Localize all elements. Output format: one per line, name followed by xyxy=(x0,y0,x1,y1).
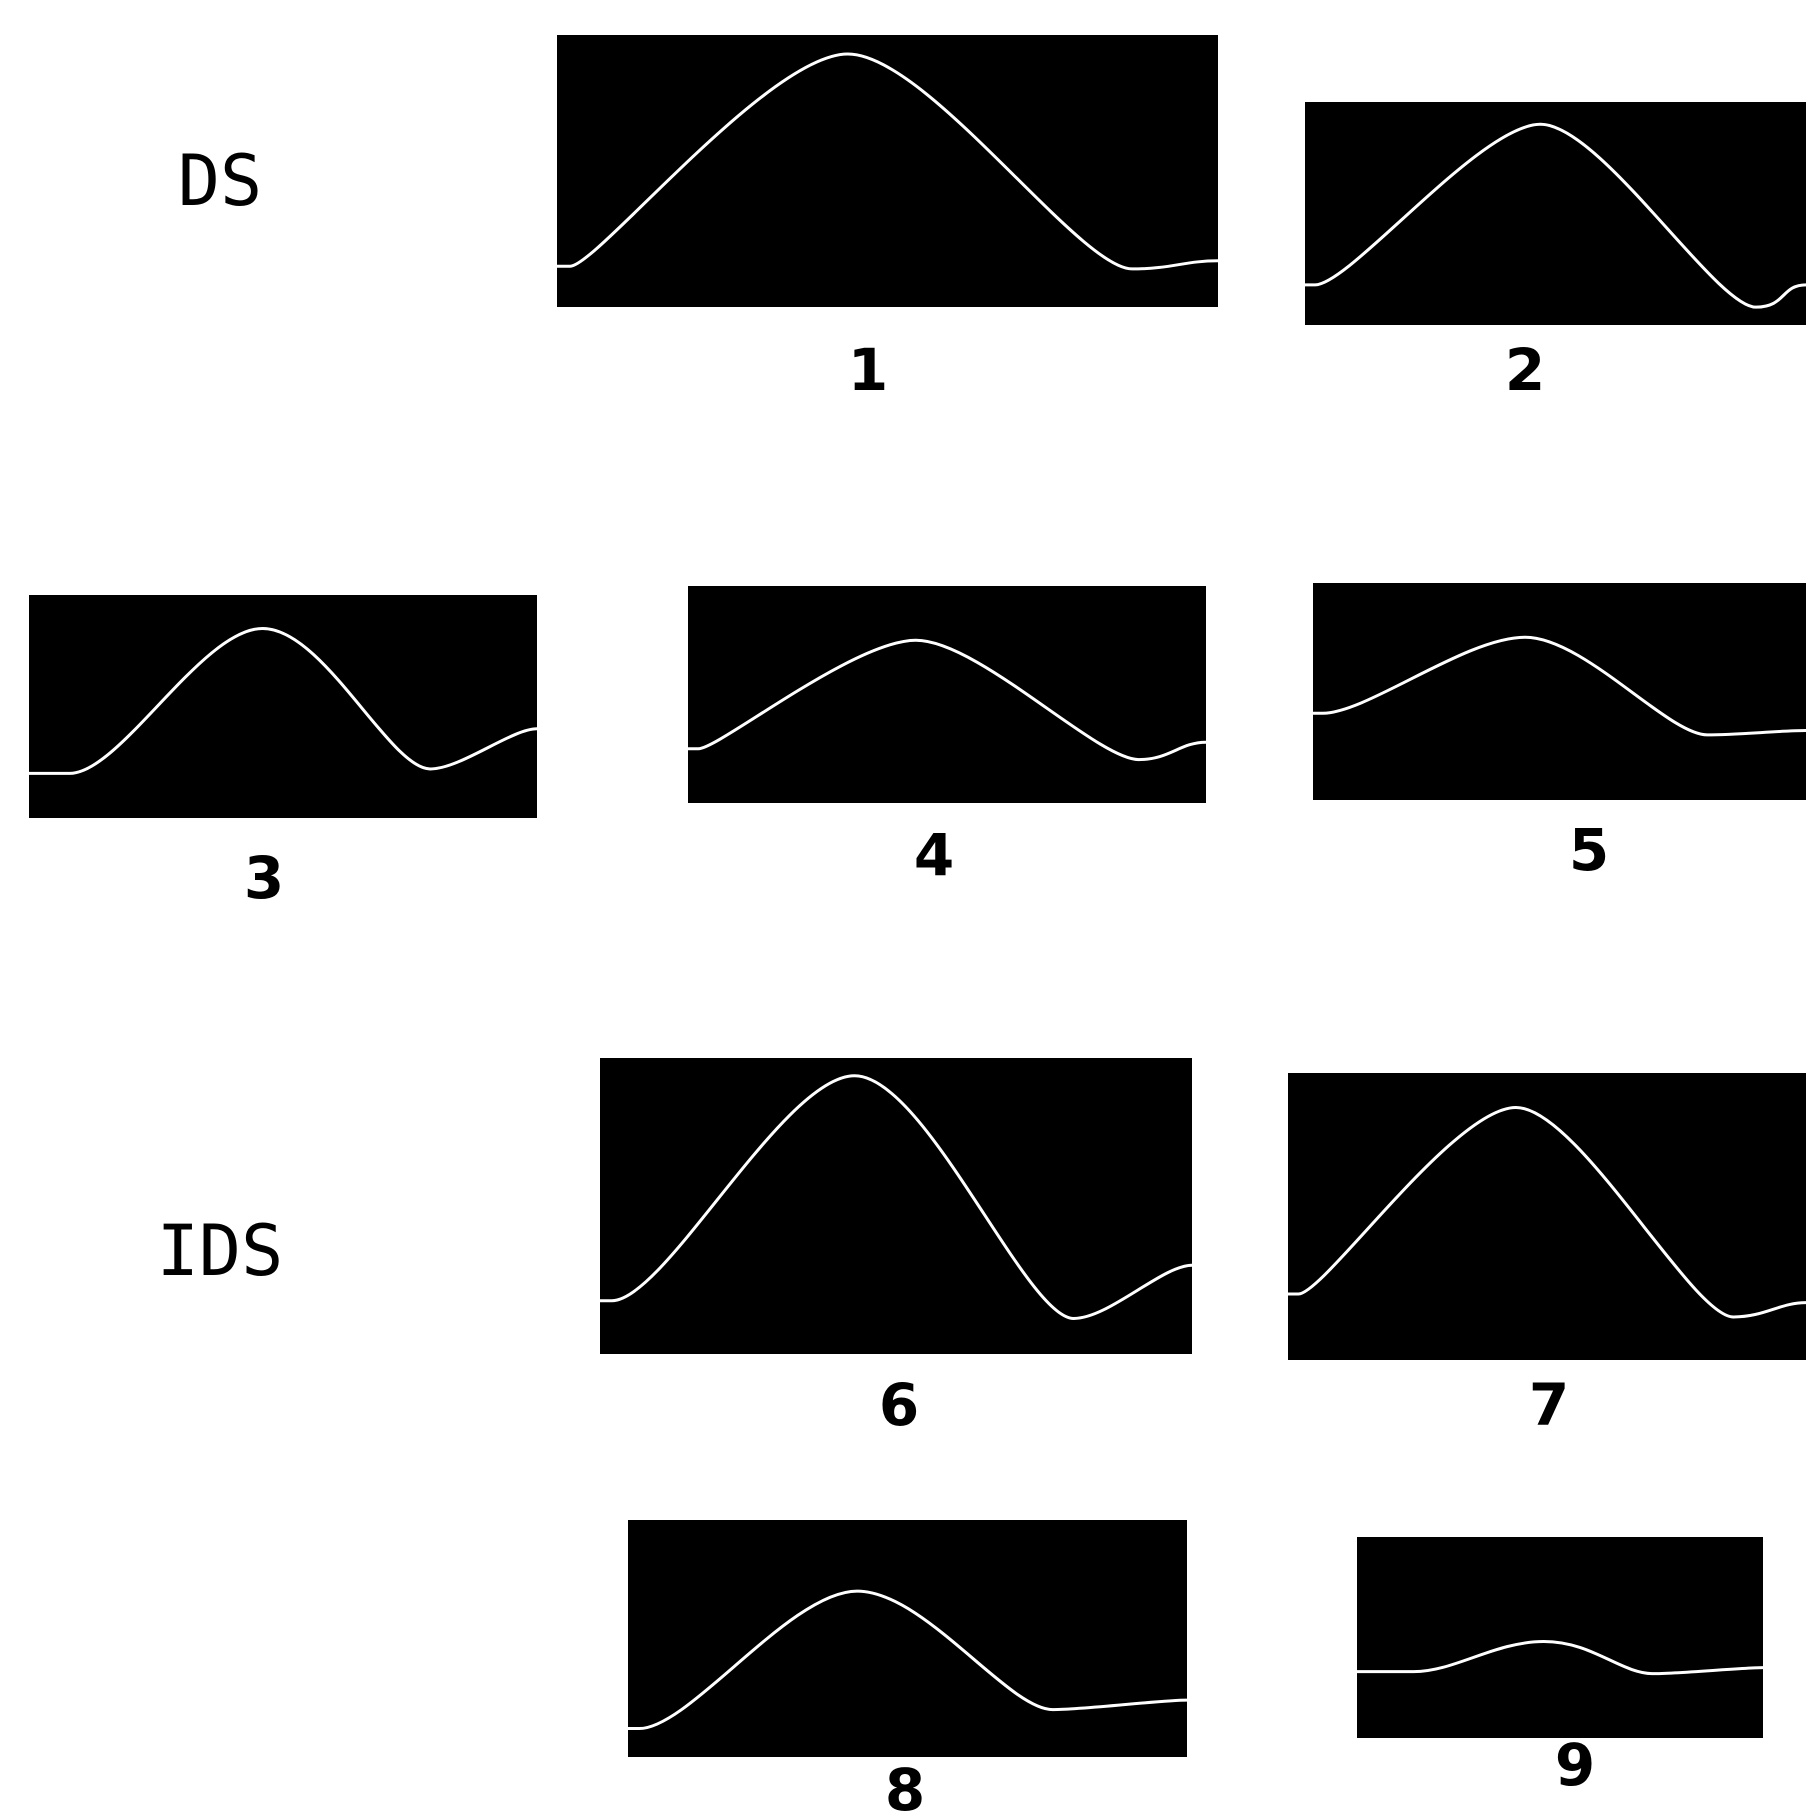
panel-label: 3 xyxy=(244,844,284,912)
panel-label: 7 xyxy=(1529,1371,1569,1439)
panel-label: 8 xyxy=(885,1756,925,1819)
trace-panel xyxy=(688,586,1206,803)
group-label: DS xyxy=(178,140,262,222)
group-label: IDS xyxy=(157,1210,283,1292)
panel-label: 1 xyxy=(848,336,888,404)
trace-panel xyxy=(29,595,537,818)
trace-panel xyxy=(1305,102,1806,325)
panel-label: 6 xyxy=(879,1371,919,1439)
trace-panel xyxy=(1357,1537,1763,1738)
page: DS IDS 123456789 (() => { const data = J… xyxy=(0,0,1806,1819)
panel-label: 2 xyxy=(1505,336,1545,404)
figure: DS IDS 1 2 3 4 5 6 7 8 9 xyxy=(0,0,1806,1819)
panel-label: 9 xyxy=(1555,1731,1595,1799)
panel-label: 4 xyxy=(914,821,954,889)
trace-panel xyxy=(628,1520,1187,1757)
panel-label: 5 xyxy=(1569,816,1609,884)
